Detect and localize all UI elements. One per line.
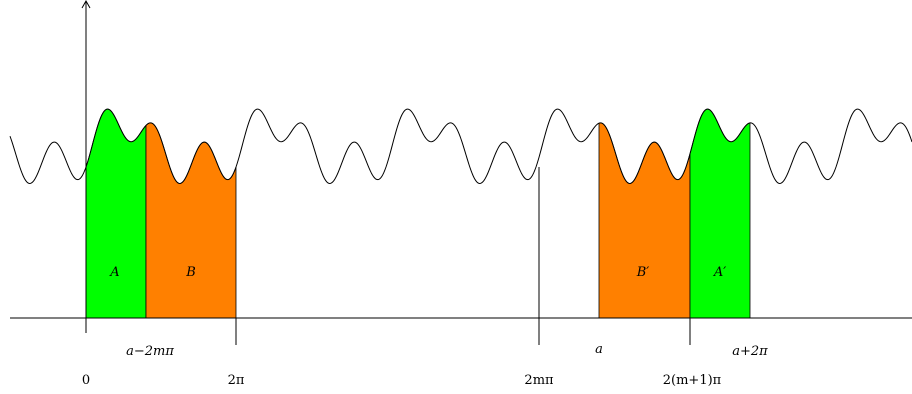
label-a-minus-2mpi: a−2mπ <box>126 344 174 359</box>
label-a: a <box>595 342 603 357</box>
region-b-fill <box>145 122 237 319</box>
label-2m1pi: 2(m+1)π <box>663 373 722 388</box>
region-a-fill <box>85 108 147 319</box>
region-a-prime-fill <box>689 108 751 319</box>
label-2mpi: 2mπ <box>524 373 554 388</box>
region-b-label: B <box>185 265 196 280</box>
region-a-prime-label: A′ <box>713 265 726 280</box>
region-b-prime-label: B′ <box>636 265 650 280</box>
region-b-prime-fill <box>598 122 691 319</box>
region-a-label: A <box>109 265 119 280</box>
label-a-plus-2pi: a+2π <box>732 344 768 359</box>
label-2pi: 2π <box>228 373 245 388</box>
label-zero: 0 <box>82 373 90 388</box>
y-axis-arrow-icon <box>81 0 91 9</box>
periodic-curve <box>9 108 912 184</box>
